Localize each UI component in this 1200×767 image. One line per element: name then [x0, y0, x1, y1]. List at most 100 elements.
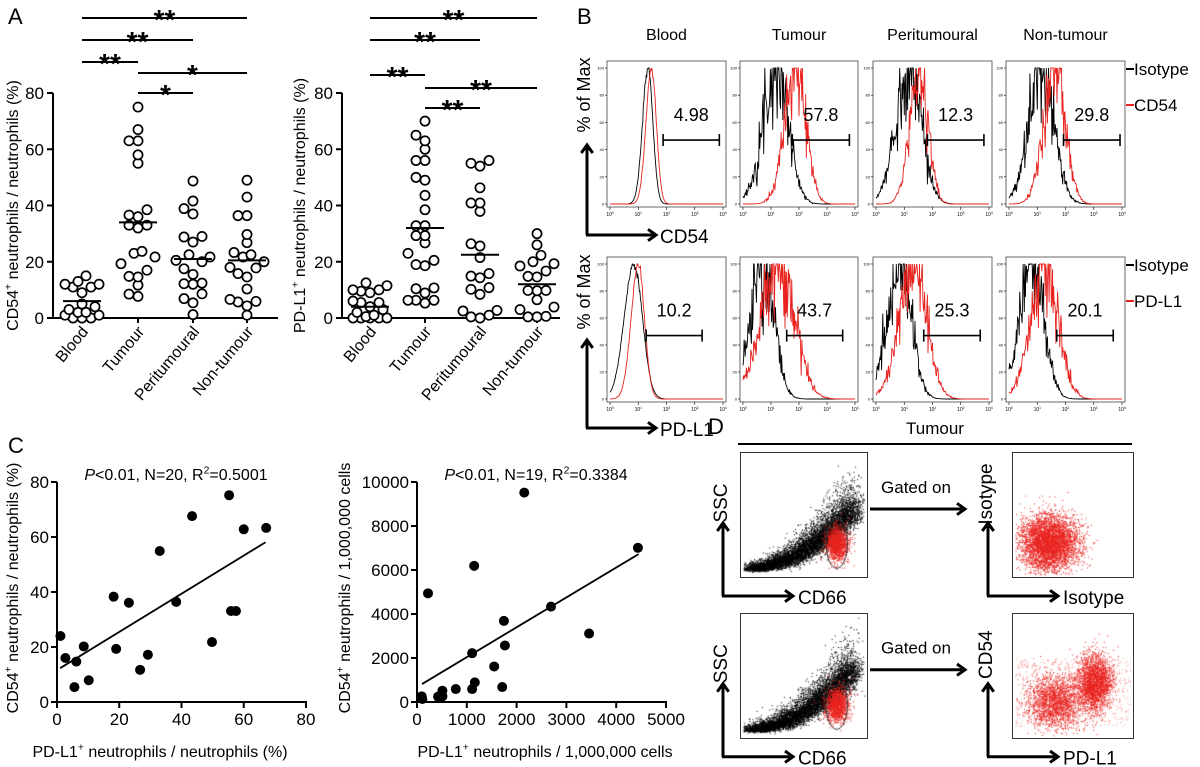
x-tick-label-text: 10 — [739, 407, 745, 413]
x-tick-label-text: 10 — [901, 212, 907, 218]
significance-stars: ** — [99, 48, 121, 79]
data-point — [132, 135, 144, 147]
x-tick-label-text: 10 — [767, 407, 773, 413]
y-tick-label: 40 — [733, 147, 738, 152]
y-tick-label-text: 60 — [314, 140, 333, 159]
data-point — [410, 259, 422, 271]
x-tick-label: 104 — [1118, 406, 1126, 413]
y-tick-label-text: 80 — [733, 93, 738, 98]
x-tick-label-superscript: 1 — [773, 406, 775, 410]
panel-d-title: Tumour — [906, 419, 964, 438]
y-tick-label: 0 — [35, 309, 44, 328]
x-tick-label-superscript: 3 — [829, 211, 831, 215]
regression-line — [59, 541, 267, 669]
y-axis-label-text: % of Max — [574, 57, 594, 132]
significance-stars-text: * — [187, 59, 198, 90]
y-tick-label: 80 — [600, 289, 605, 294]
y-axis-label: Isotype — [976, 463, 997, 524]
data-point — [419, 287, 431, 299]
y-axis-label-text: neutrophils / 1,000,000 cells — [337, 463, 354, 667]
data-point — [187, 268, 199, 280]
significance-stars-text: ** — [99, 48, 121, 79]
x-tick-label-text: 10 — [1090, 212, 1096, 218]
x-axis-label: PD-L1 — [660, 420, 714, 441]
panel-d-title-text: Tumour — [906, 419, 964, 438]
arrowhead-icon — [716, 681, 730, 693]
data-point — [428, 294, 440, 306]
gate-percent: 57.8 — [803, 105, 838, 125]
y-tick-label: 100 — [597, 66, 604, 71]
column-title-text: Non-tumour — [1023, 27, 1108, 44]
y-axis-label-superscript: + — [335, 666, 346, 672]
column-title: Tumour — [772, 27, 827, 44]
significance-stars-text: ** — [442, 94, 464, 125]
data-point — [224, 261, 236, 273]
gate-percent-text: 57.8 — [803, 105, 838, 125]
significance-stars: ** — [414, 26, 436, 57]
significance-stars-text: ** — [387, 61, 409, 92]
x-tick-label: 103 — [957, 406, 965, 413]
y-tick-label-text: 100 — [863, 262, 870, 267]
data-point — [132, 222, 144, 234]
y-tick-label-text: 40 — [25, 197, 44, 216]
data-point — [261, 522, 272, 533]
x-tick-label-text: 10 — [663, 212, 669, 218]
gate-percent: 43.7 — [797, 301, 832, 321]
plot-frame — [606, 60, 727, 208]
data-point — [419, 174, 431, 186]
x-tick-label-text: 60 — [234, 710, 253, 729]
arrowhead-icon — [580, 337, 594, 349]
significance-stars-text: * — [160, 79, 171, 110]
data-point — [241, 210, 253, 222]
data-point — [531, 228, 543, 240]
y-axis-label-superscript: + — [3, 666, 14, 672]
x-tick-label-text: 40 — [172, 710, 191, 729]
arrowhead-icon — [784, 589, 796, 603]
y-axis-label: PD-L1+ neutrophils / neutrophils (%) — [290, 78, 309, 333]
y-tick-label: 0 — [868, 202, 871, 207]
ssc-cd66-dot-plot — [740, 612, 868, 739]
x-tick-label: 102 — [795, 406, 803, 413]
x-tick-label: 60 — [234, 710, 253, 729]
data-point — [132, 101, 144, 113]
data-point — [410, 155, 422, 166]
x-tick-label-superscript: 1 — [906, 406, 908, 410]
x-tick-label: 80 — [297, 710, 316, 729]
x-tick-label-superscript: 0 — [612, 211, 614, 215]
x-tick-label-text: 10 — [719, 407, 725, 413]
data-point — [531, 311, 543, 323]
x-tick-label-superscript: 2 — [668, 211, 670, 215]
data-point — [108, 591, 119, 602]
data-point — [76, 287, 88, 299]
x-tick-label-superscript: 4 — [857, 211, 859, 215]
data-point — [224, 293, 236, 305]
significance-stars-text: ** — [154, 4, 176, 35]
x-tick-label-text: 10 — [739, 212, 745, 218]
y-axis-label-text: % of Max — [574, 254, 594, 329]
gate-percent-text: 10.2 — [657, 301, 692, 321]
statistics-annotation-text: =0.3384 — [569, 467, 627, 484]
x-tick-label: 101 — [767, 406, 775, 413]
y-tick-label: 0 — [602, 397, 605, 402]
data-point — [465, 283, 477, 295]
significance-stars: * — [160, 79, 171, 110]
x-tick-label-text: 10 — [851, 407, 857, 413]
y-tick-label: 100 — [597, 262, 604, 267]
gate-percent-text: 43.7 — [797, 301, 832, 321]
x-tick-label-text: 10 — [606, 212, 612, 218]
data-point — [63, 304, 75, 316]
x-tick-label-superscript: 3 — [697, 406, 699, 410]
data-point — [80, 270, 92, 282]
y-tick-label-text: 2000 — [371, 649, 409, 668]
x-axis-label: CD54 — [660, 227, 709, 248]
statistics-annotation-text: P — [444, 467, 455, 484]
isotype-dot-plot — [1012, 452, 1134, 578]
x-axis-label: CD66 — [798, 749, 847, 767]
data-point — [364, 287, 376, 299]
x-axis-label: PD-L1+ neutrophils / neutrophils (%) — [32, 742, 287, 761]
x-tick-label-text: 10 — [767, 212, 773, 218]
arrowhead-icon — [716, 520, 730, 532]
y-axis-label-text: SSC — [711, 483, 732, 522]
y-tick-label: 20 — [314, 253, 333, 272]
